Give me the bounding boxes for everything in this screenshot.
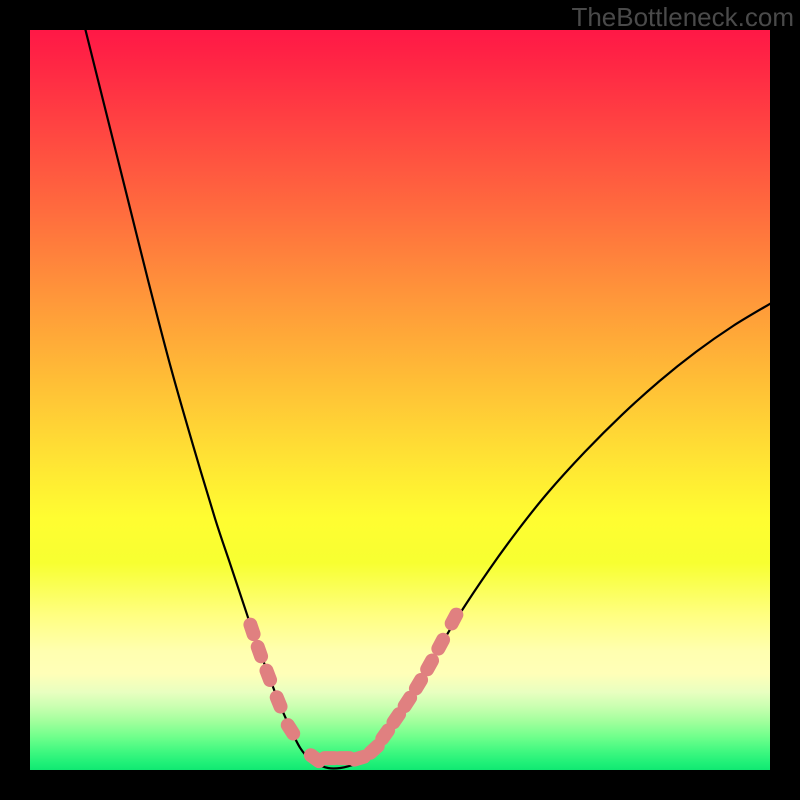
- watermark-text: TheBottleneck.com: [571, 2, 794, 33]
- gradient-background: [30, 30, 770, 770]
- bottleneck-curve-chart: [30, 30, 770, 770]
- plot-area: [30, 30, 770, 770]
- chart-frame: TheBottleneck.com: [0, 0, 800, 800]
